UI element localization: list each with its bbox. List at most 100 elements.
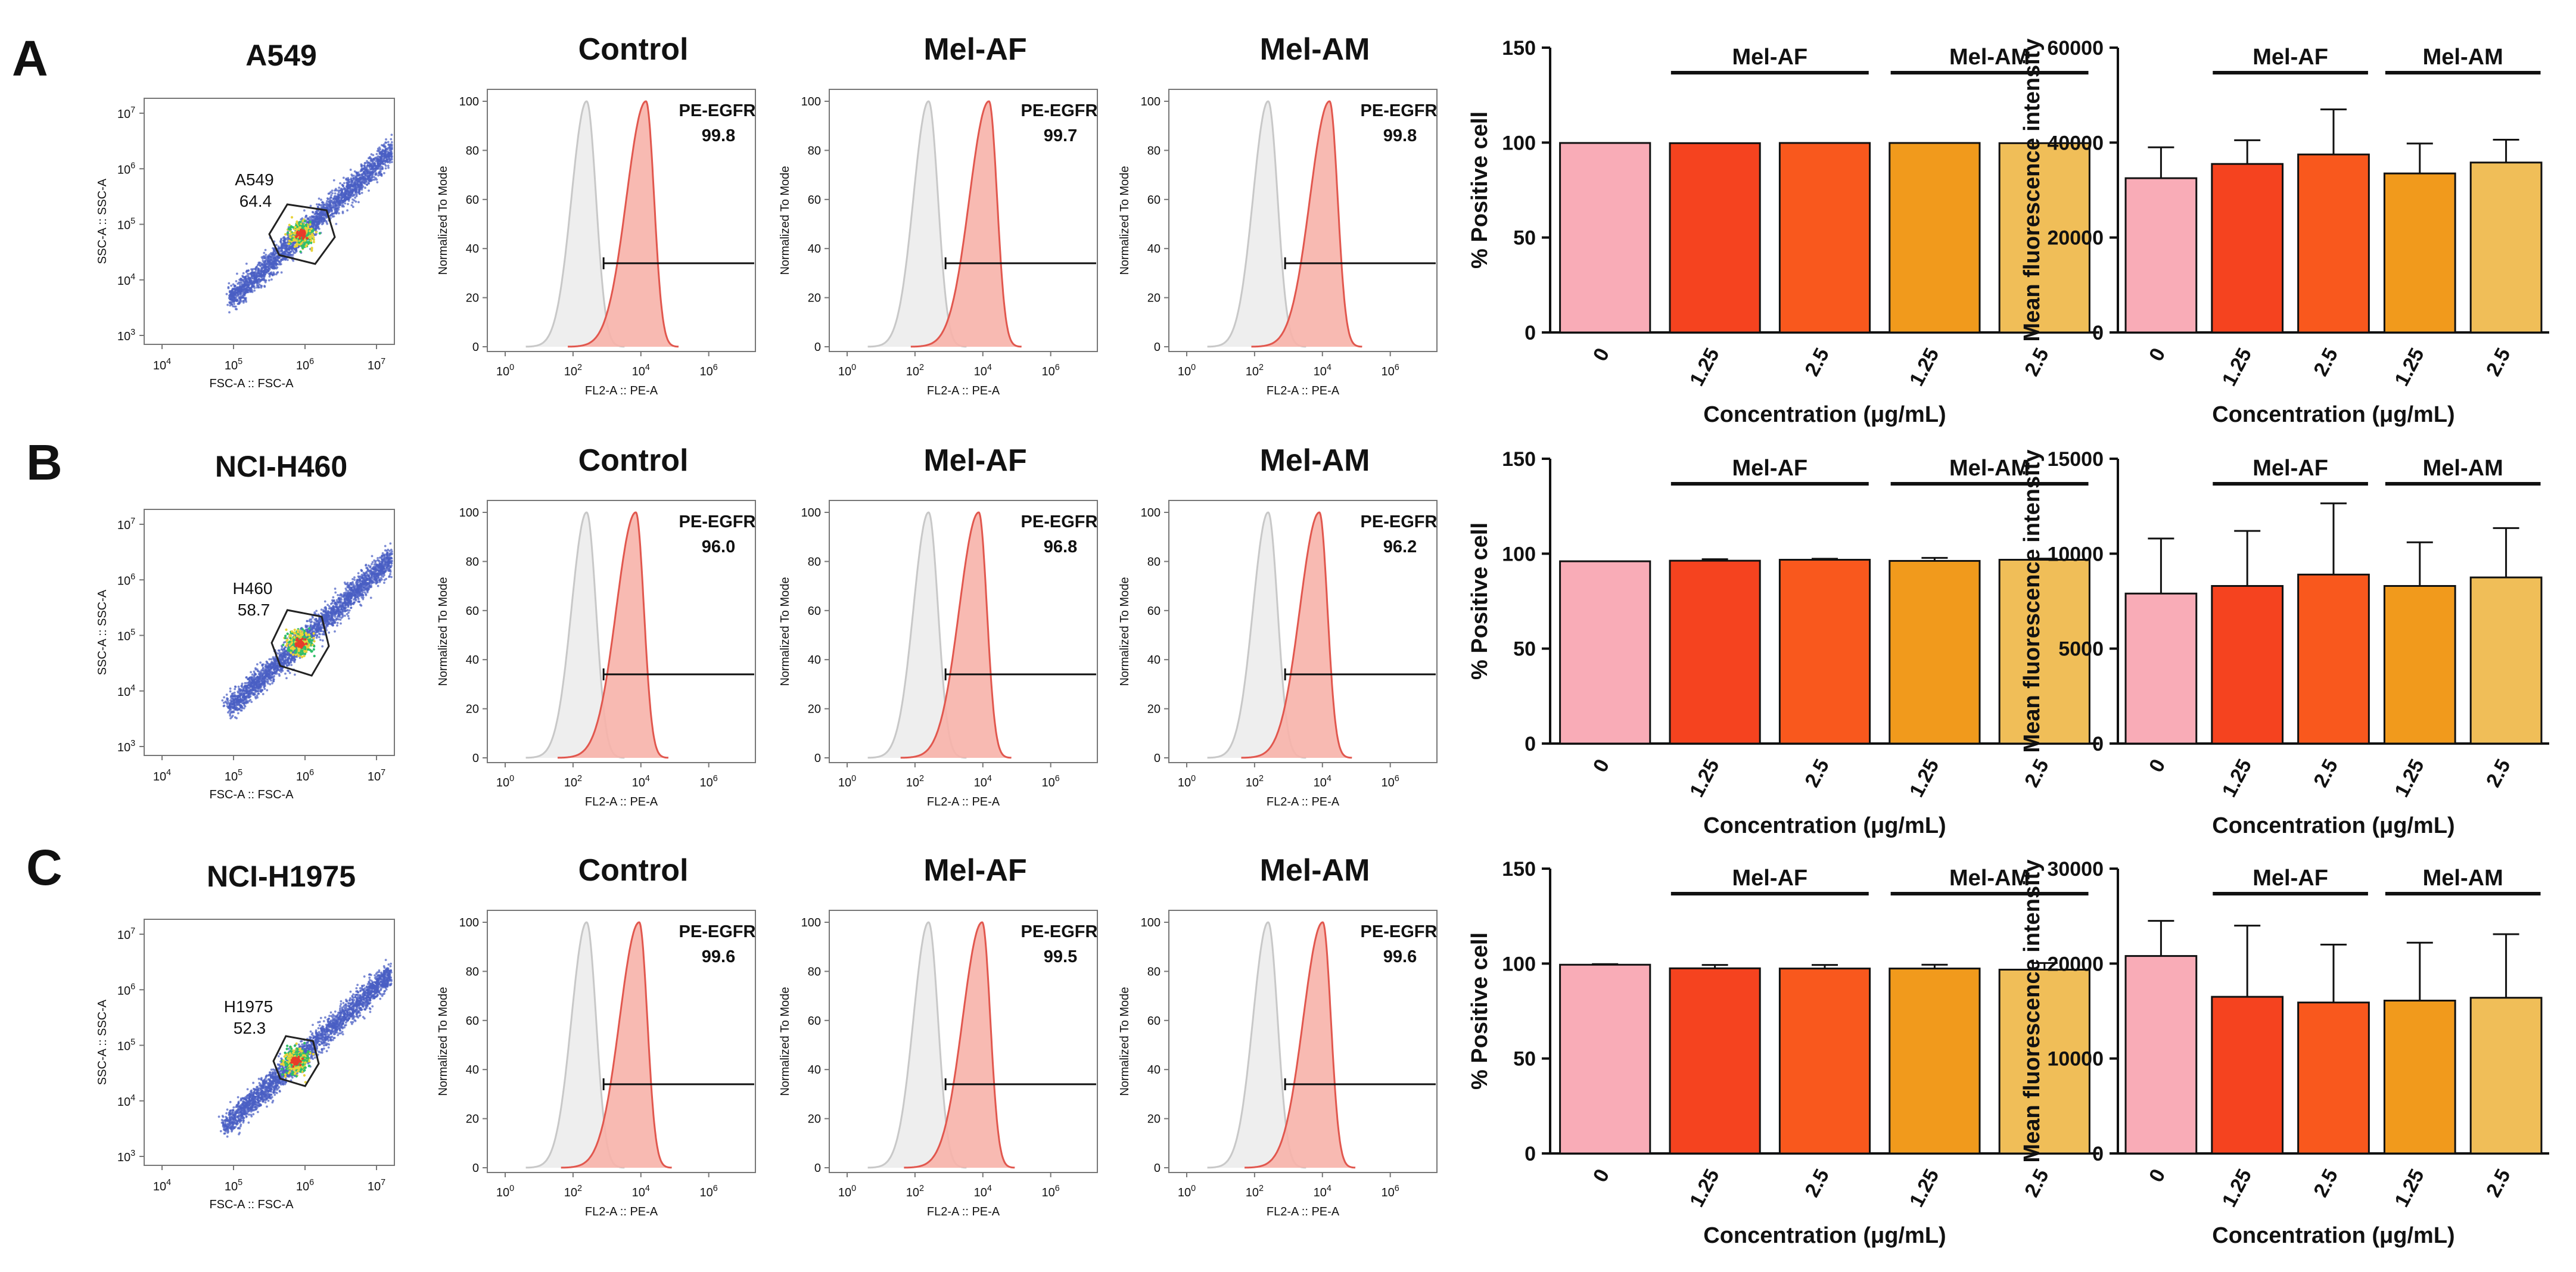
bar (2383, 999, 2456, 1155)
hist-y-tick-label: 100 (1141, 916, 1161, 929)
scatter-y-tick-label: 105 (117, 217, 135, 232)
bar-category-label: 1.25 (2218, 344, 2257, 390)
hist-x-tick-label: 106 (700, 1184, 718, 1199)
scatter-x-tick-label: 107 (368, 768, 385, 783)
scatter-frame (144, 98, 395, 345)
hist-y-tick-label: 60 (466, 605, 479, 618)
hist-y-tick-label: 80 (1147, 965, 1161, 978)
group-label: Mel-AF (2253, 866, 2328, 891)
bar (2469, 576, 2543, 745)
egfr-peak (904, 921, 1015, 1169)
group-label: Mel-AM (1949, 456, 2030, 481)
scatter-y-tick-label: 107 (117, 926, 135, 942)
bar (1669, 967, 1761, 1155)
gate-percent: 99.8 (702, 126, 735, 145)
bar-y-tick-label: 50 (1513, 227, 1536, 250)
hist-y-tick-label: 20 (466, 703, 479, 716)
hist-x-tick-label: 102 (1246, 1184, 1264, 1199)
scatter-y-tick-label: 104 (117, 272, 135, 288)
gate-marker-label: PE-EGFR (1021, 512, 1098, 531)
scatter-x-tick-label: 104 (153, 357, 171, 372)
hist-y-tick-label: 40 (1147, 654, 1161, 667)
bar-y-tick-label: 150 (1502, 448, 1536, 471)
hist-y-tick-label: 60 (808, 194, 821, 207)
hist-y-tick-label: 40 (466, 1063, 479, 1077)
gate-polygon (270, 609, 330, 677)
bar (1669, 142, 1761, 334)
scatter-y-tick-label: 106 (117, 161, 135, 176)
scatter-y-tick-label: 106 (117, 982, 135, 997)
bar (2211, 163, 2284, 334)
hist-x-label: FL2-A :: PE-A (1267, 384, 1340, 397)
scatter-y-label: SSC-A :: SSC-A (96, 178, 109, 264)
group-label: Mel-AM (2423, 866, 2503, 891)
bar-y-tick-label: 100 (1502, 953, 1536, 975)
hist-y-tick-label: 60 (808, 605, 821, 618)
bar-category-label: 1.25 (2218, 1165, 2257, 1211)
bar-x-label: Concentration (μg/mL) (1703, 1223, 1946, 1248)
cell-line-title: A549 (245, 39, 317, 72)
bar-y-tick-label: 0 (1525, 1143, 1536, 1165)
hist-y-tick-label: 100 (801, 506, 821, 520)
scatter-dots (225, 133, 393, 314)
group-label: Mel-AF (1732, 45, 1807, 70)
scatter-dots (221, 542, 393, 720)
gate-percent: 96.0 (702, 537, 735, 556)
hist-x-tick-label: 100 (838, 363, 856, 378)
bar-category-label: 0 (1589, 755, 1614, 776)
hist-y-tick-label: 0 (1154, 752, 1161, 765)
bar-category-label: 2.5 (2020, 755, 2054, 791)
histogram-title: Mel-AF (923, 853, 1026, 888)
bar-category-label: 2.5 (1800, 755, 1834, 791)
hist-y-label: Normalized To Mode (779, 577, 792, 686)
hist-x-tick-label: 106 (1382, 363, 1399, 378)
hist-x-tick-label: 104 (632, 774, 650, 789)
group-label: Mel-AM (2423, 45, 2503, 70)
hist-y-tick-label: 60 (1147, 194, 1161, 207)
hist-y-tick-label: 40 (466, 654, 479, 667)
hist-y-tick-label: 20 (466, 292, 479, 305)
bar-y-tick-label: 100 (1502, 132, 1536, 154)
hist-x-tick-label: 102 (564, 1184, 582, 1199)
hist-y-tick-label: 20 (808, 703, 821, 716)
egfr-peak (557, 511, 669, 759)
bar-chart-2-1: 0 10000 20000 30000 0 1.25 2.5 1.25 2.5 Concentra… (2020, 858, 2549, 1248)
hist-y-tick-label: 80 (466, 965, 479, 978)
cell-line-title: NCI-H460 (215, 450, 347, 483)
egfr-peak (900, 511, 1012, 759)
hist-x-tick-label: 100 (838, 1184, 856, 1199)
panel-label-a: A (12, 30, 48, 86)
hist-x-tick-label: 106 (700, 363, 718, 378)
hist-y-tick-label: 20 (1147, 292, 1161, 305)
hist-x-tick-label: 104 (1314, 363, 1331, 378)
hist-y-tick-label: 20 (1147, 703, 1161, 716)
bar (2124, 592, 2198, 745)
bar-y-tick-label: 40000 (2047, 132, 2104, 154)
hist-y-tick-label: 80 (1147, 555, 1161, 568)
hist-y-label: Normalized To Mode (779, 987, 792, 1096)
gate-percent: 58.7 (238, 601, 270, 619)
hist-y-tick-label: 0 (1154, 341, 1161, 354)
egfr-peak (568, 100, 679, 348)
histogram-title: Control (578, 853, 689, 888)
hist-x-tick-label: 104 (974, 1184, 992, 1199)
scatter-dots (217, 959, 393, 1138)
group-label: Mel-AF (2253, 456, 2328, 481)
scatter-x-tick-label: 107 (368, 357, 385, 372)
group-label: Mel-AF (1732, 456, 1807, 481)
egfr-peak (1241, 511, 1352, 759)
scatter-x-tick-label: 107 (368, 1178, 385, 1193)
bar (1889, 559, 1981, 745)
bar (1998, 142, 2090, 334)
gate-percent: 99.8 (1383, 126, 1417, 145)
bar-x-label: Concentration (μg/mL) (1703, 402, 1946, 427)
bar-chart-1-1: 0 5000 10000 15000 0 1.25 2.5 1.25 2.5 Concentrat… (2020, 448, 2549, 838)
control-peak-fill (1207, 101, 1306, 347)
hist-y-tick-label: 80 (466, 144, 479, 157)
hist-y-tick-label: 80 (1147, 144, 1161, 157)
bar-category-label: 2.5 (1800, 1165, 1834, 1201)
hist-y-tick-label: 0 (472, 341, 479, 354)
gate-marker-label: PE-EGFR (1021, 922, 1098, 941)
